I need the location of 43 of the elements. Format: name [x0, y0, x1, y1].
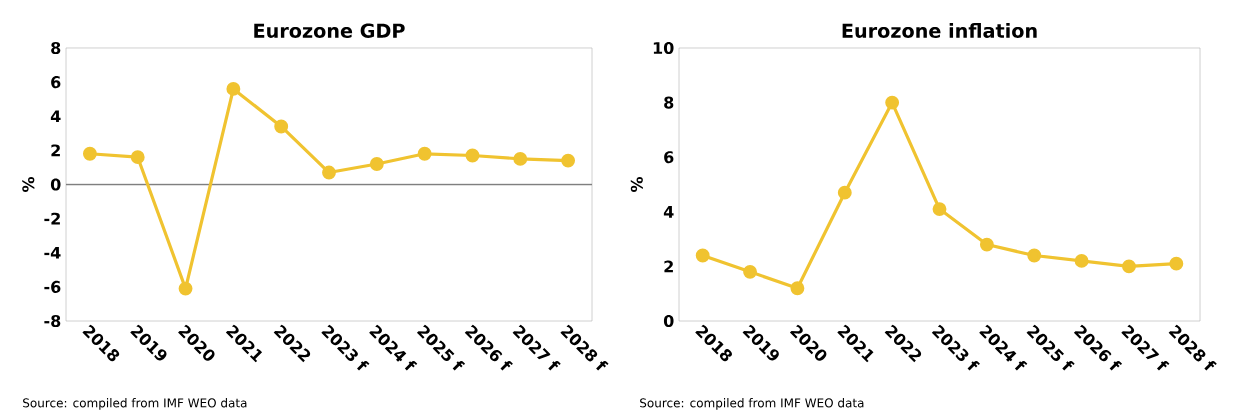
point [1122, 259, 1136, 274]
point [979, 237, 994, 252]
source-note: Source: compiled from IMF WEO data [23, 398, 247, 410]
y-tick-label: 4 [663, 205, 674, 218]
point [369, 157, 384, 171]
y-tick-label: 2 [51, 144, 60, 157]
y-tick-label: 2 [664, 260, 673, 273]
y-tick-label: 4 [50, 110, 61, 123]
point [322, 165, 336, 180]
point [743, 264, 757, 279]
chart-title: Eurozone GDP [254, 23, 405, 38]
y-tick-label: 6 [664, 151, 674, 164]
point [465, 148, 480, 163]
y-tick-label: 8 [664, 96, 674, 109]
y-tick-label: 0 [50, 178, 61, 191]
point [82, 146, 97, 161]
point [130, 150, 145, 165]
y-tick-label: 6 [51, 76, 61, 89]
point [274, 119, 289, 134]
point [1169, 256, 1184, 271]
point [226, 82, 241, 96]
chart-title: Eurozone inflation [842, 23, 1037, 38]
point [178, 281, 193, 296]
point [695, 248, 710, 263]
point [561, 153, 576, 168]
point [1074, 254, 1089, 268]
y-tick-label: -4 [44, 246, 61, 259]
point [932, 202, 947, 216]
point [417, 146, 432, 161]
y-tick-label: -2 [44, 212, 60, 225]
source-note: Source: compiled from IMF WEO data [640, 398, 864, 410]
y-tick-label: -8 [44, 314, 61, 328]
point [1027, 248, 1042, 263]
y-tick-label: -6 [44, 280, 61, 293]
y-tick-label: 8 [51, 41, 61, 55]
y-axis-title: % [630, 177, 643, 192]
point [513, 151, 528, 166]
y-tick-label: 0 [663, 314, 674, 328]
y-tick-label: 10 [653, 41, 674, 55]
point [885, 95, 900, 110]
y-axis-title: % [22, 176, 35, 192]
point [790, 281, 805, 296]
point [837, 185, 852, 200]
